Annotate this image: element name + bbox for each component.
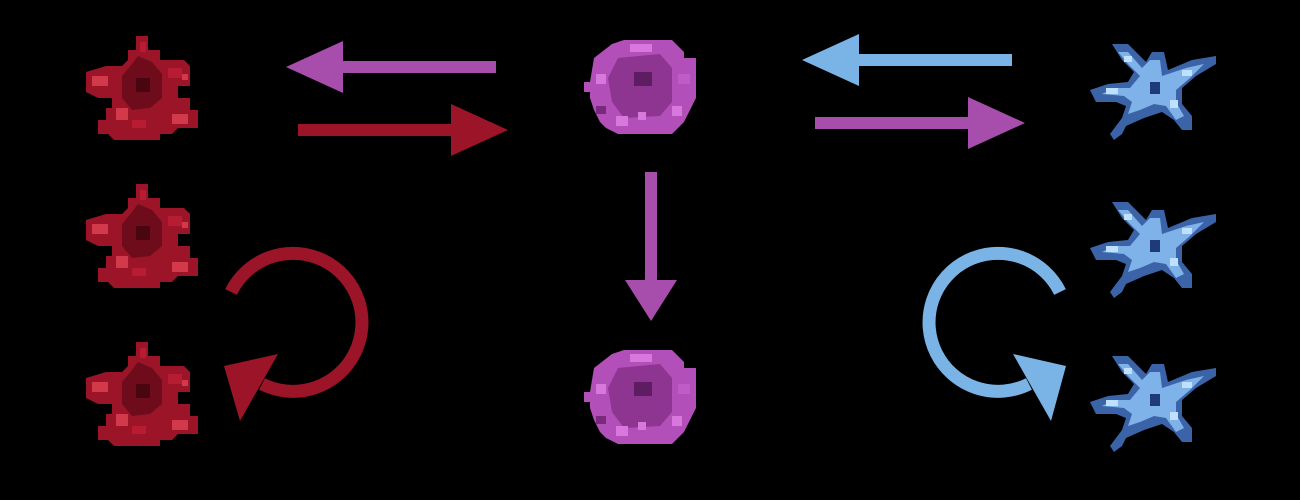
arrow-purple-to-red [286,41,496,93]
arrow-blue-to-purple [802,34,1012,86]
blue-star-middle [1090,202,1216,298]
blue-star-bottom [1090,356,1216,452]
arrow-purple-down [625,172,677,321]
red-cycle-arrow [224,246,369,421]
arrow-red-to-purple [298,104,508,156]
purple-orb-top [584,40,696,134]
arrow-purple-to-blue [815,97,1025,149]
red-star-top [86,36,198,140]
blue-star-top [1090,44,1216,140]
blue-cycle-arrow [922,246,1066,421]
red-star-middle [86,184,198,288]
red-star-bottom [86,342,198,446]
purple-orb-bottom [584,350,696,444]
